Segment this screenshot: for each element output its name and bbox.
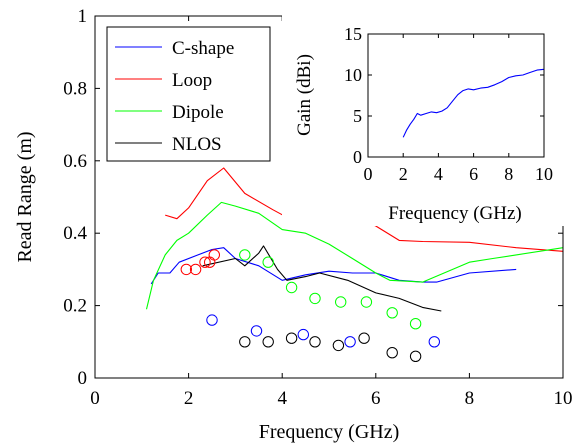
main-x-tick-label: 8 xyxy=(465,388,475,409)
scatter-point-3 xyxy=(309,336,321,348)
scatter-point-2 xyxy=(360,296,373,308)
scatter-point-3 xyxy=(239,336,251,348)
gain-line-0 xyxy=(402,68,545,138)
main-y-tick-label: 0.8 xyxy=(63,78,87,99)
scatter-point-0 xyxy=(206,314,218,326)
scatter-point-0 xyxy=(428,336,440,348)
main-y-tick-label: 0.2 xyxy=(63,296,87,317)
scatter-point-2 xyxy=(285,281,298,294)
legend-label-c-shape: C-shape xyxy=(172,38,234,59)
scatter-point-3 xyxy=(332,339,345,352)
scatter-point-2 xyxy=(409,318,422,330)
inset-x-tick-label: 0 xyxy=(364,164,373,184)
main-plot: 0 2 4 6 8 10 0 0.2 0.4 0.6 0.8 1 Frequency (GHz) Re… xyxy=(14,6,573,443)
scatter-point-1 xyxy=(204,256,216,268)
scatter-point-2 xyxy=(335,296,347,308)
inset-x-tick-label: 10 xyxy=(535,164,553,184)
scatter-point-1 xyxy=(208,249,221,261)
scatter-point-3 xyxy=(409,350,422,362)
series-line-dipole xyxy=(145,201,564,310)
inset-y-tick-label: 15 xyxy=(344,24,362,44)
main-y-tick-label: 0.6 xyxy=(63,151,87,172)
main-x-tick-label: 4 xyxy=(277,388,287,409)
inset-series-layer xyxy=(402,68,545,138)
inset-y-tick-label: 10 xyxy=(344,65,362,85)
inset-x-tick-label: 2 xyxy=(399,164,408,184)
scatter-point-1 xyxy=(199,256,211,268)
scatter-point-3 xyxy=(262,336,274,348)
series-line-nlos xyxy=(202,245,442,312)
scatter-point-2 xyxy=(386,307,398,319)
scatter-point-0 xyxy=(344,336,356,348)
legend-label-nlos: NLOS xyxy=(172,134,222,155)
scatter-point-3 xyxy=(386,347,398,359)
scatter-point-2 xyxy=(239,249,251,261)
main-x-tick-label: 0 xyxy=(90,388,100,409)
scatter-point-3 xyxy=(358,332,370,344)
inset-y-tick-label: 5 xyxy=(353,106,362,126)
main-y-tick-label: 1 xyxy=(78,6,88,27)
gain-inset: 0 2 4 6 8 10 0 5 10 15 Frequency (GHz) Gain (dBi) xyxy=(282,0,567,226)
main-x-tick-label: 6 xyxy=(371,388,381,409)
inset-background xyxy=(282,0,567,226)
inset-x-tick-label: 6 xyxy=(469,164,478,184)
scatter-point-0 xyxy=(297,328,309,341)
legend-box xyxy=(106,26,271,162)
inset-y-tick-label: 0 xyxy=(353,147,362,167)
main-x-tick-label: 2 xyxy=(184,388,194,409)
main-y-axis-label: Read Range (m) xyxy=(14,131,36,262)
scatter-point-0 xyxy=(250,325,263,337)
inset-x-axis-label: Frequency (GHz) xyxy=(388,203,521,224)
legend: C-shape Loop Dipole NLOS xyxy=(106,26,271,162)
legend-label-loop: Loop xyxy=(172,70,212,91)
scatter-point-2 xyxy=(262,256,274,268)
main-x-tick-label: 10 xyxy=(554,388,573,409)
main-scatter-layer xyxy=(180,249,440,362)
main-x-axis-label: Frequency (GHz) xyxy=(259,421,400,443)
scatter-point-3 xyxy=(285,332,298,344)
inset-x-tick-label: 4 xyxy=(434,164,443,184)
scatter-point-1 xyxy=(180,263,193,276)
scatter-point-1 xyxy=(189,263,202,276)
legend-label-dipole: Dipole xyxy=(172,102,224,123)
inset-y-axis-label: Gain (dBi) xyxy=(294,54,315,136)
main-series-layer xyxy=(145,167,564,312)
inset-frame xyxy=(367,33,545,158)
inset-axes: 0 2 4 6 8 10 0 5 10 15 xyxy=(344,24,553,184)
scatter-point-2 xyxy=(309,292,321,305)
inset-x-tick-label: 8 xyxy=(504,164,513,184)
main-y-tick-label: 0 xyxy=(78,368,88,389)
main-y-tick-label: 0.4 xyxy=(63,223,87,244)
